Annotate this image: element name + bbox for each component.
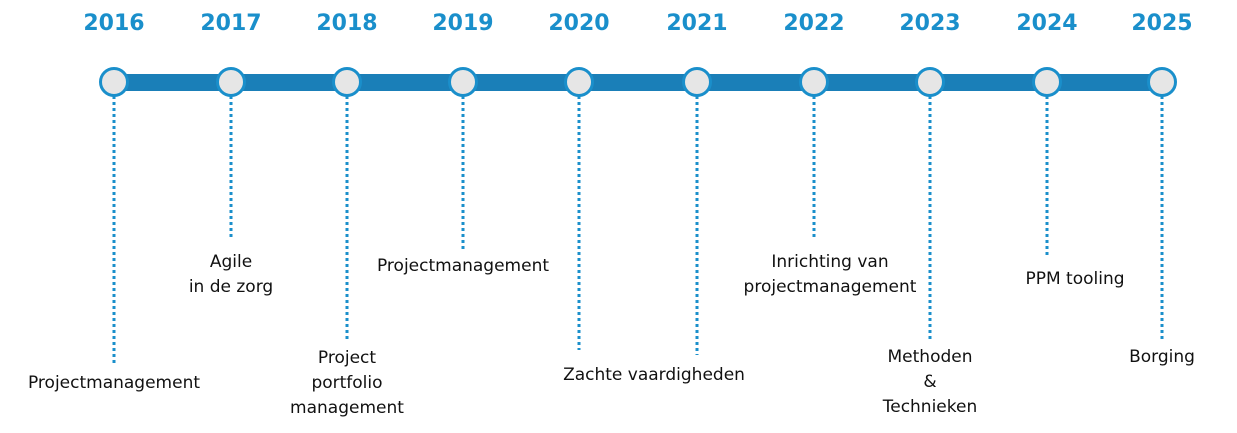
milestone <box>564 67 594 97</box>
milestone-label: Project <box>318 348 376 368</box>
year-label: 2025 <box>1131 11 1192 36</box>
milestone-label: PPM tooling <box>1025 269 1124 289</box>
milestone <box>216 67 246 97</box>
milestone-label: Zachte vaardigheden <box>563 365 745 385</box>
milestone-label: Borging <box>1129 347 1195 367</box>
milestone-label: projectmanagement <box>744 277 917 297</box>
year-label: 2021 <box>666 11 727 36</box>
year-label: 2020 <box>548 11 609 36</box>
milestone <box>799 67 829 97</box>
year-label: 2022 <box>783 11 844 36</box>
year-label: 2019 <box>432 11 493 36</box>
milestone-label: portfolio <box>311 373 382 393</box>
milestone <box>1147 67 1177 97</box>
milestone-label: Agile <box>210 252 252 272</box>
milestone-label: Projectmanagement <box>28 373 200 393</box>
milestone <box>99 67 129 97</box>
year-label: 2017 <box>200 11 261 36</box>
milestone-label: Inrichting van <box>771 252 888 272</box>
year-label: 2023 <box>899 11 960 36</box>
milestone-label: & <box>923 372 936 392</box>
milestone-label: Technieken <box>882 397 978 417</box>
year-label: 2018 <box>316 11 377 36</box>
milestone-label: Methoden <box>888 347 973 367</box>
milestone <box>448 67 478 97</box>
milestone <box>682 67 712 97</box>
milestone-label: Projectmanagement <box>377 256 549 276</box>
milestone-label: management <box>290 398 404 418</box>
year-label: 2016 <box>83 11 144 36</box>
milestone <box>332 67 362 97</box>
year-label: 2024 <box>1016 11 1077 36</box>
milestone-label: in de zorg <box>189 277 273 297</box>
timeline-bar <box>114 74 1162 91</box>
milestone <box>915 67 945 97</box>
milestone <box>1032 67 1062 97</box>
